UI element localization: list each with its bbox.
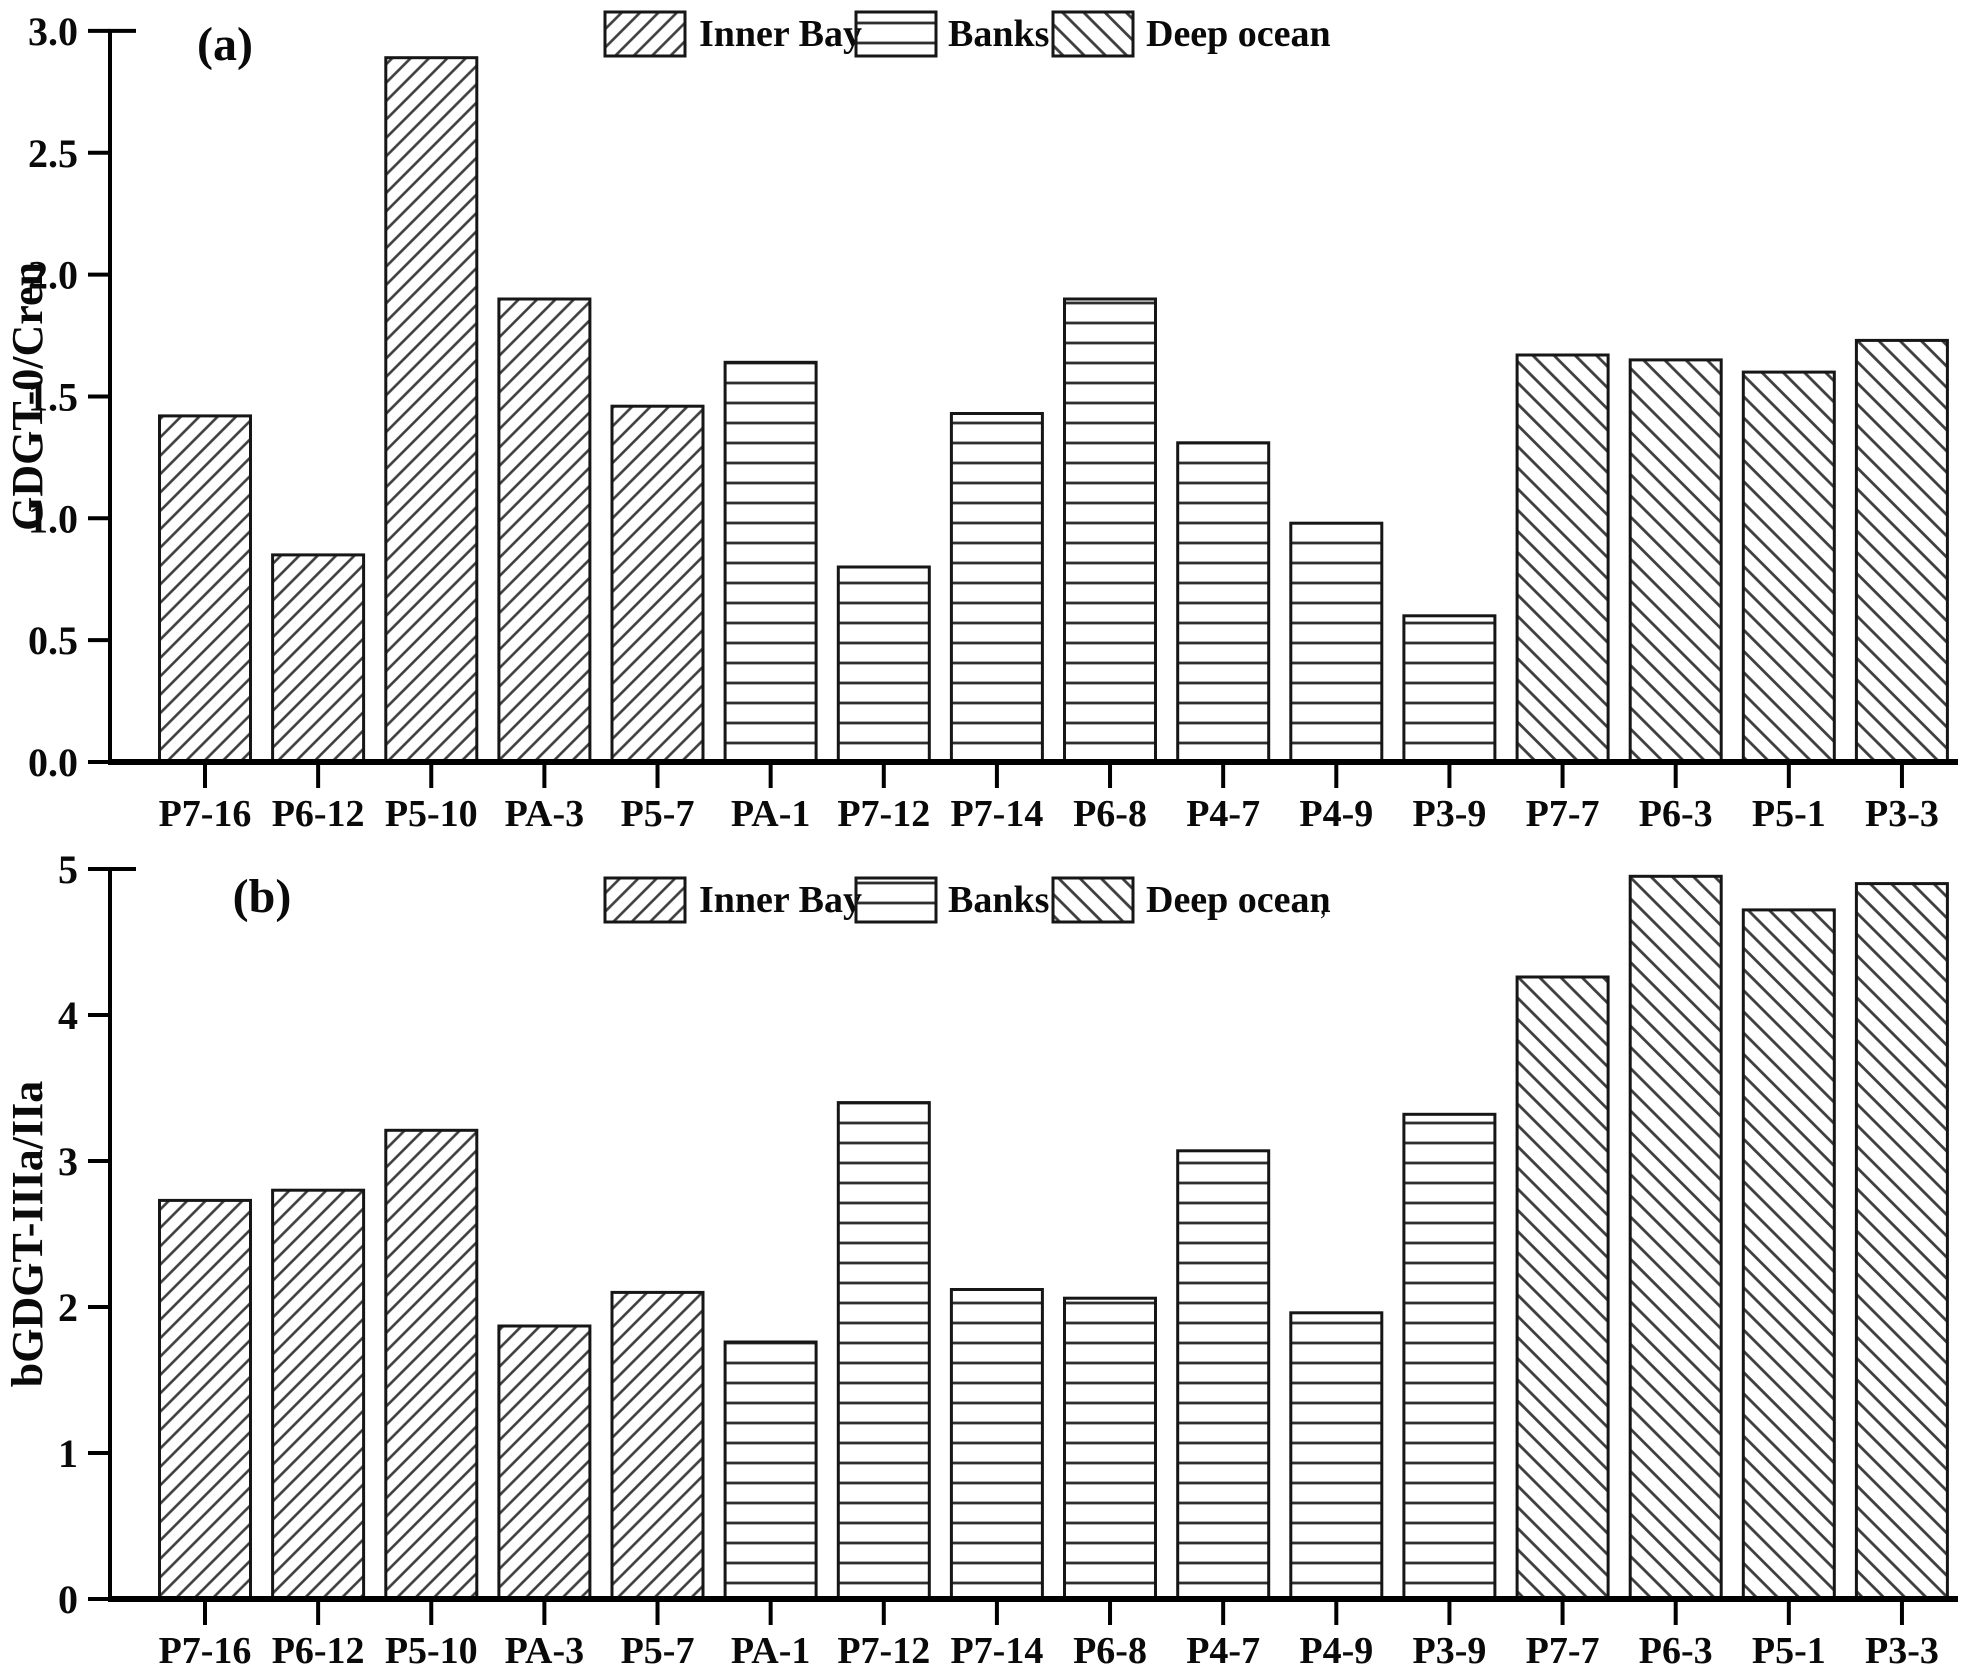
x-tick-label-PA-1: PA-1 — [731, 1630, 811, 1672]
x-tick-label-P5-10: P5-10 — [385, 1630, 478, 1672]
x-tick-label-P7-14: P7-14 — [950, 1630, 1043, 1672]
bar-P5-10 — [384, 56, 479, 764]
x-tick-label-P7-16: P7-16 — [159, 1630, 252, 1672]
x-tick-label-P3-9: P3-9 — [1412, 793, 1486, 835]
bar-P5-10 — [384, 1128, 479, 1601]
x-tick-label-P6-12: P6-12 — [272, 1630, 365, 1672]
hatch-forward-swatch — [603, 876, 687, 924]
x-tick-label-P4-9: P4-9 — [1299, 1630, 1373, 1672]
bar-P5-7 — [610, 404, 705, 764]
bar-P4-9 — [1289, 521, 1384, 764]
x-tick-label-P6-3: P6-3 — [1639, 1630, 1713, 1672]
x-tick-label-P7-7: P7-7 — [1526, 793, 1600, 835]
bar-P6-12 — [271, 1188, 366, 1601]
bar-PA-3 — [497, 1324, 592, 1601]
x-tick-label-P6-3: P6-3 — [1639, 793, 1713, 835]
x-tick-label-P7-7: P7-7 — [1526, 1630, 1600, 1672]
y-axis-title: GDGT-0/Cren — [3, 262, 52, 531]
bar-P6-8 — [1063, 1296, 1157, 1601]
x-tick-label-P5-7: P5-7 — [621, 1630, 695, 1672]
bar-P3-9 — [1402, 1112, 1497, 1601]
panel-a: 0.0 0.5 1.0 1.5 2.0 2.5 3.0 P7-16 P6-12 P5-10 PA-3… — [3, 9, 1958, 835]
y-axis-title: bGDGT-IIIa/IIa — [3, 1081, 52, 1388]
panel-label: (a) — [197, 18, 253, 71]
y-tick-label: 0.5 — [28, 618, 78, 663]
hatch-back-swatch — [1051, 876, 1135, 924]
x-tick-label-P6-8: P6-8 — [1073, 1630, 1147, 1672]
legend-label-banks: Banks — [948, 879, 1049, 921]
bar-PA-1 — [723, 360, 818, 764]
x-tick-label-PA-1: PA-1 — [731, 793, 811, 835]
legend-label-deep-ocean: Deep ocean — [1146, 879, 1331, 921]
x-tick-label-PA-3: PA-3 — [505, 1630, 585, 1672]
x-tick-label-P7-14: P7-14 — [950, 793, 1043, 835]
y-tick-label: 2.0 — [28, 253, 78, 298]
bar-P6-3 — [1628, 874, 1723, 1601]
x-tick-label-P7-12: P7-12 — [837, 793, 930, 835]
x-tick-label-P5-10: P5-10 — [385, 793, 478, 835]
y-tick-label: 1.0 — [28, 496, 78, 541]
bar-P5-7 — [610, 1290, 705, 1601]
hatch-horizontal-swatch — [854, 10, 938, 58]
x-tick-label-P6-12: P6-12 — [272, 793, 365, 835]
bar-P3-9 — [1402, 614, 1497, 764]
bar-PA-1 — [723, 1340, 818, 1601]
legend-label-banks: Banks — [948, 13, 1049, 55]
bar-P4-9 — [1289, 1311, 1384, 1601]
y-tick-label: 5 — [58, 847, 78, 892]
bar-P4-7 — [1176, 441, 1271, 764]
bar-P6-8 — [1063, 297, 1157, 764]
x-tick-label-P5-1: P5-1 — [1752, 793, 1826, 835]
bar-P6-12 — [271, 553, 366, 764]
x-tick-label-P3-3: P3-3 — [1865, 793, 1939, 835]
bar-P7-16 — [158, 414, 252, 764]
legend-label-inner-bay: Inner Bay — [699, 879, 862, 921]
y-tick-label: 1 — [58, 1431, 78, 1476]
x-tick-label-P3-3: P3-3 — [1865, 1630, 1939, 1672]
bar-P7-12 — [836, 565, 931, 764]
bar-P7-7 — [1515, 353, 1610, 764]
bar-P7-12 — [836, 1101, 931, 1601]
bar-P4-7 — [1176, 1149, 1271, 1601]
hatch-forward-swatch — [603, 10, 687, 58]
panel-b: 0 1 2 3 4 5 P7-16 P6-12 P5-10 PA-3 P5-7 PA-1 P7-12 P7… — [3, 847, 1958, 1672]
bar-P7-14 — [949, 1288, 1044, 1601]
y-tick-label: 1.5 — [28, 374, 78, 419]
legend-label-inner-bay: Inner Bay — [699, 13, 862, 55]
y-tick-label: 0 — [58, 1577, 78, 1622]
bar-P5-1 — [1741, 370, 1836, 764]
y-tick-label: 3.0 — [28, 9, 78, 54]
legend-trailing-mark: , — [1320, 891, 1327, 920]
x-tick-label-P4-7: P4-7 — [1186, 1630, 1260, 1672]
y-tick-label: 0.0 — [28, 740, 78, 785]
x-tick-label-P6-8: P6-8 — [1073, 793, 1147, 835]
bar-P3-3 — [1854, 882, 1949, 1601]
panel-label: (b) — [233, 870, 292, 923]
bar-P5-1 — [1741, 908, 1836, 1601]
x-tick-label-P5-1: P5-1 — [1752, 1630, 1826, 1672]
y-tick-label: 4 — [58, 993, 78, 1038]
x-tick-label-P7-12: P7-12 — [837, 1630, 930, 1672]
x-tick-label-PA-3: PA-3 — [505, 793, 585, 835]
hatch-back-swatch — [1051, 10, 1135, 58]
legend-label-deep-ocean: Deep ocean — [1146, 13, 1331, 55]
x-tick-label-P7-16: P7-16 — [159, 793, 252, 835]
bar-P7-7 — [1515, 975, 1610, 1601]
bar-P7-16 — [158, 1198, 252, 1601]
x-tick-label-P4-9: P4-9 — [1299, 793, 1373, 835]
bar-P6-3 — [1628, 358, 1723, 764]
y-tick-label: 2.5 — [28, 131, 78, 176]
bar-P7-14 — [949, 412, 1044, 764]
x-tick-label-P4-7: P4-7 — [1186, 793, 1260, 835]
y-tick-label: 2 — [58, 1285, 78, 1330]
x-tick-label-P3-9: P3-9 — [1412, 1630, 1486, 1672]
x-tick-label-P5-7: P5-7 — [621, 793, 695, 835]
hatch-horizontal-swatch — [854, 876, 938, 924]
bar-PA-3 — [497, 297, 592, 764]
y-tick-label: 3 — [58, 1139, 78, 1184]
bar-P3-3 — [1854, 338, 1949, 764]
